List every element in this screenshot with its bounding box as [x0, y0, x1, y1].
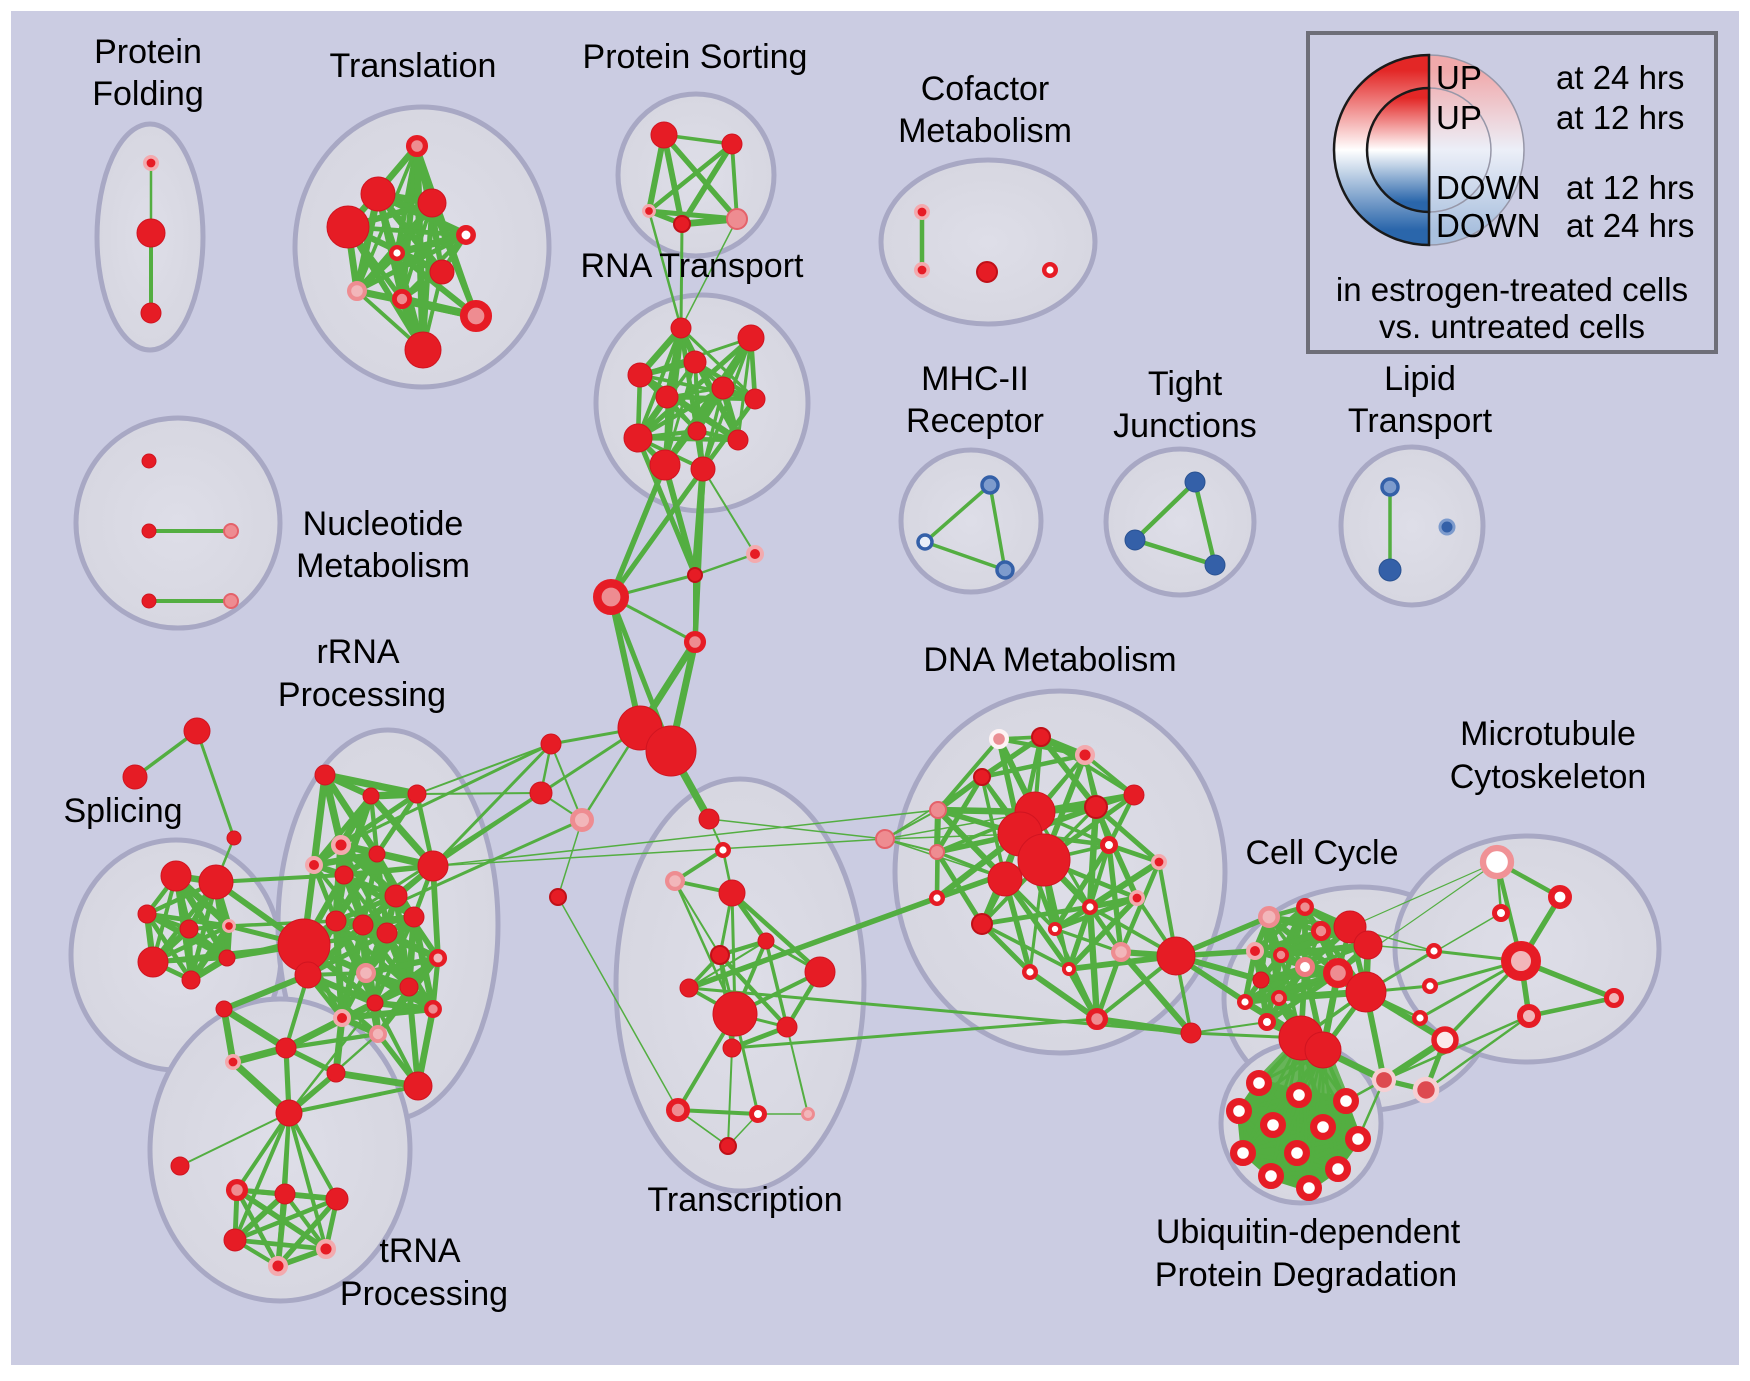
svg-text:Ubiquitin-dependent: Ubiquitin-dependent: [1156, 1213, 1461, 1251]
svg-text:Protein Sorting: Protein Sorting: [583, 38, 808, 76]
svg-text:Splicing: Splicing: [63, 792, 182, 830]
svg-text:at 24 hrs: at 24 hrs: [1556, 59, 1684, 96]
svg-text:RNA Transport: RNA Transport: [581, 247, 805, 285]
svg-text:Translation: Translation: [330, 47, 497, 85]
svg-text:Lipid: Lipid: [1384, 360, 1456, 398]
svg-text:UP: UP: [1436, 99, 1482, 136]
svg-text:vs. untreated cells: vs. untreated cells: [1379, 308, 1645, 345]
svg-text:DOWN: DOWN: [1436, 169, 1540, 206]
svg-text:Nucleotide: Nucleotide: [303, 505, 464, 543]
svg-text:DNA Metabolism: DNA Metabolism: [923, 641, 1176, 679]
svg-text:tRNA: tRNA: [379, 1232, 461, 1270]
svg-text:at 24 hrs: at 24 hrs: [1566, 207, 1694, 244]
svg-text:Processing: Processing: [278, 676, 446, 714]
svg-text:Protein: Protein: [94, 33, 202, 71]
svg-text:Protein Degradation: Protein Degradation: [1155, 1256, 1457, 1294]
svg-text:Junctions: Junctions: [1113, 407, 1257, 445]
svg-text:Folding: Folding: [92, 75, 204, 113]
svg-text:Transport: Transport: [1348, 402, 1493, 440]
svg-text:Processing: Processing: [340, 1275, 508, 1313]
svg-text:Receptor: Receptor: [906, 402, 1044, 440]
svg-text:Cell Cycle: Cell Cycle: [1245, 834, 1398, 872]
svg-text:Metabolism: Metabolism: [296, 547, 470, 585]
svg-text:Metabolism: Metabolism: [898, 112, 1072, 150]
svg-text:MHC-II: MHC-II: [921, 360, 1029, 398]
svg-text:rRNA: rRNA: [316, 633, 399, 671]
svg-text:UP: UP: [1436, 59, 1482, 96]
svg-text:DOWN: DOWN: [1436, 207, 1540, 244]
svg-text:Tight: Tight: [1148, 365, 1223, 403]
svg-text:at 12 hrs: at 12 hrs: [1566, 169, 1694, 206]
svg-text:in estrogen-treated cells: in estrogen-treated cells: [1336, 271, 1688, 308]
svg-text:at 12 hrs: at 12 hrs: [1556, 99, 1684, 136]
svg-text:Microtubule: Microtubule: [1460, 715, 1636, 753]
svg-text:Transcription: Transcription: [647, 1181, 842, 1219]
svg-text:Cytoskeleton: Cytoskeleton: [1450, 758, 1647, 796]
svg-text:Cofactor: Cofactor: [921, 70, 1050, 108]
